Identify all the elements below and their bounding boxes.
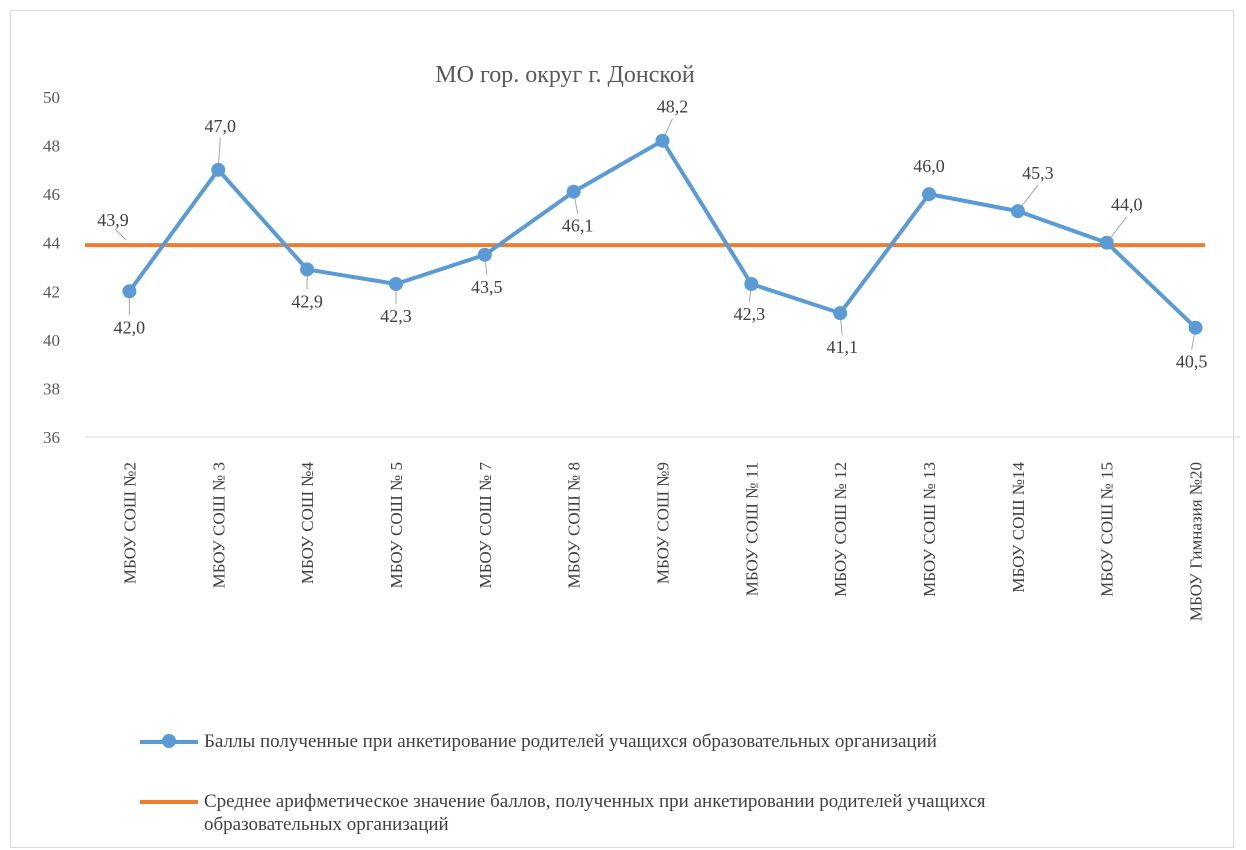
scores-point — [1188, 320, 1203, 335]
legend-swatch-average — [140, 790, 198, 812]
x-tick-label: МБОУ СОШ № 13 — [920, 462, 939, 597]
chart-frame — [10, 10, 1234, 848]
y-tick-label: 48 — [43, 137, 60, 156]
y-tick-label: 36 — [43, 428, 60, 447]
legend-swatch-scores — [140, 730, 198, 752]
scores-point — [122, 284, 137, 299]
average-data-label: 43,9 — [97, 210, 129, 230]
scores-point — [744, 277, 759, 291]
scores-data-label: 47,0 — [205, 116, 237, 136]
scores-data-label: 42,0 — [114, 317, 146, 337]
scores-data-label: 42,3 — [734, 304, 766, 324]
scores-point — [211, 162, 226, 177]
scores-data-label: 42,3 — [380, 306, 412, 326]
x-tick-label: МБОУ СОШ № 7 — [476, 462, 495, 589]
average-label-leader — [114, 228, 127, 241]
legend-label-average: Среднее арифметическое значение баллов, … — [204, 791, 986, 835]
scores-data-label: 48,2 — [657, 97, 689, 117]
legend-item-average: Среднее арифметическое значение баллов, … — [140, 790, 1084, 836]
x-tick-label: МБОУ СОШ № 8 — [565, 462, 584, 588]
scores-data-label: 43,5 — [471, 277, 503, 297]
scores-point — [1010, 204, 1025, 219]
scores-data-label: 44,0 — [1111, 195, 1143, 215]
x-tick-label: МБОУ СОШ № 12 — [831, 462, 850, 597]
chart-title: МО гор. округ г. Донской — [435, 62, 695, 88]
y-tick-label: 38 — [43, 379, 60, 398]
y-tick-label: 44 — [43, 234, 61, 253]
x-tick-label: МБОУ СОШ №14 — [1009, 462, 1028, 593]
x-tick-label: МБОУ СОШ № 11 — [742, 462, 761, 596]
x-tick-label: МБОУ СОШ №2 — [120, 462, 139, 584]
scores-data-label: 46,1 — [562, 216, 594, 236]
y-tick-label: 40 — [43, 331, 60, 350]
y-tick-label: 50 — [43, 88, 60, 107]
x-tick-label: МБОУ СОШ №4 — [298, 462, 317, 585]
x-tick-label: МБОУ СОШ № 15 — [1098, 462, 1117, 597]
x-tick-label: МБОУ СОШ №9 — [654, 462, 673, 584]
scores-point — [655, 133, 670, 148]
legend-label-scores: Баллы полученные при анкетирование родит… — [204, 731, 937, 752]
scores-data-label: 40,5 — [1176, 352, 1208, 372]
scores-point — [388, 277, 403, 291]
scores-data-label: 41,1 — [826, 337, 858, 357]
legend-item-scores: Баллы полученные при анкетирование родит… — [140, 730, 937, 753]
line-chart: МО гор. округ г. Донской 50 48 46 44 42 40 38 36… — [43, 62, 1240, 621]
scores-data-label: 45,3 — [1022, 163, 1054, 183]
x-tick-label: МБОУ СОШ № 5 — [387, 462, 406, 588]
scores-data-label: 42,9 — [291, 291, 323, 311]
y-tick-label: 42 — [43, 282, 60, 301]
y-tick-label: 46 — [43, 185, 60, 204]
scores-data-label: 46,0 — [913, 156, 945, 176]
scores-point — [477, 247, 492, 262]
scores-point — [922, 187, 937, 202]
scores-point — [1099, 235, 1114, 250]
x-tick-label: МБОУ СОШ № 3 — [209, 462, 228, 588]
scores-point — [566, 184, 581, 199]
x-tick-label: МБОУ Гимназия №20 — [1187, 462, 1206, 621]
scores-point — [300, 262, 315, 277]
scores-point — [833, 306, 848, 321]
